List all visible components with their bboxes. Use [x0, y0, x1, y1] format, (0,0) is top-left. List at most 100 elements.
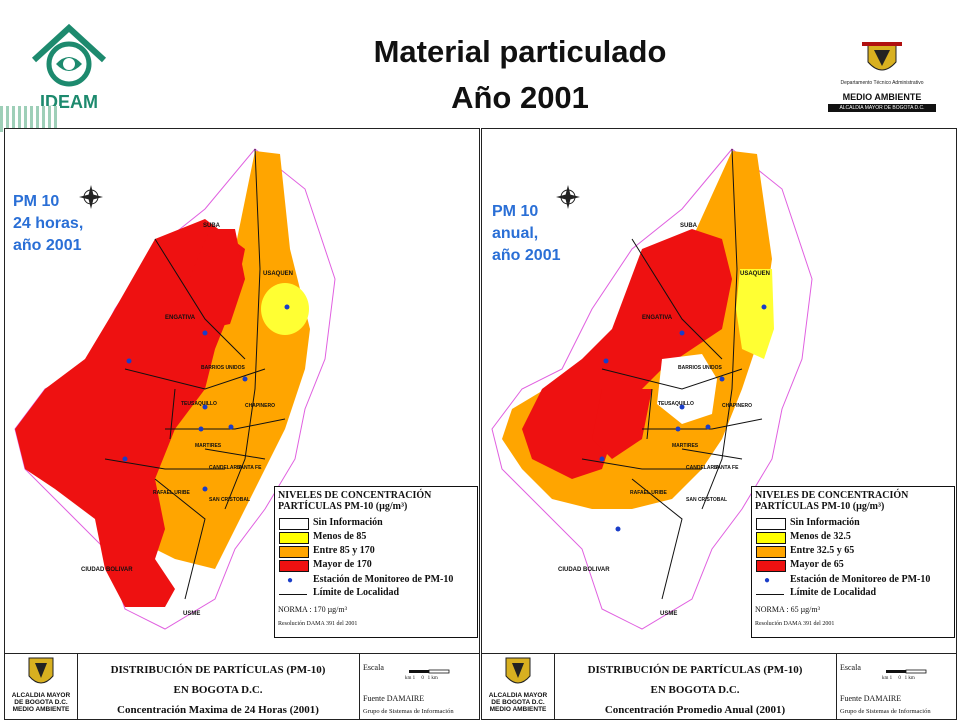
place-barrios-unidos: BARRIOS UNIDOS [201, 365, 246, 371]
legend-boundary-label: Límite de Localidad [790, 587, 877, 598]
station-icon: ● [764, 575, 771, 586]
page-title: Material particulado [373, 34, 667, 69]
legend-title: NIVELES DE CONCENTRACIÓN PARTÍCULAS PM-1… [755, 490, 951, 512]
bogota-shield-icon [862, 42, 902, 71]
place-rafael-uribe: RAFAEL URIBE [630, 490, 668, 496]
legend-title-line: PARTÍCULAS PM-10 (µg/m³) [278, 501, 408, 512]
scale-label: Escala [363, 663, 384, 672]
place-engativa: ENGATIVA [165, 315, 196, 321]
place-ciudad-bolivar: CIUDAD BOLIVAR [81, 567, 133, 573]
station-icon: ● [287, 575, 294, 586]
footer-logo-text: ALCALDIA MAYOR DE BOGOTA D.C. MEDIO AMBI… [5, 692, 77, 713]
legend-swatch [756, 546, 786, 558]
footer-title-3: Concentración Maxima de 24 Horas (2001) [117, 704, 319, 716]
legend-title-line: NIVELES DE CONCENTRACIÓN [755, 490, 909, 501]
map-footer: ALCALDIA MAYOR DE BOGOTA D.C. MEDIO AMBI… [5, 653, 479, 719]
page-subtitle: Año 2001 [451, 80, 589, 115]
pm-label: PM 10 anual, año 2001 [492, 201, 560, 267]
place-martires: MARTIRES [195, 443, 222, 449]
group-label: Grupo de Sistemas de Información [363, 708, 454, 715]
legend-resolution: Resolución DAMA 391 del 2001 [755, 621, 835, 627]
place-barrios-unidos: BARRIOS UNIDOS [678, 365, 723, 371]
place-candelaria: CANDELARIA [209, 465, 242, 471]
footer-title-2: EN BOGOTA D.C. [173, 684, 263, 696]
map-footer: ALCALDIA MAYOR DE BOGOTA D.C. MEDIO AMBI… [482, 653, 956, 719]
pm-label: PM 10 24 horas, año 2001 [13, 191, 83, 257]
map-24h: SUBA USAQUEN ENGATIVA BARRIOS UNIDOS CHA… [14, 148, 336, 630]
scale-bar: km 1 0 1 km [405, 668, 465, 684]
legend-norma: NORMA : 170 µg/m³ [278, 605, 348, 614]
footer-logo: ALCALDIA MAYOR DE BOGOTA D.C. MEDIO AMBI… [5, 654, 78, 719]
place-ciudad-bolivar: CIUDAD BOLIVAR [558, 567, 610, 573]
pm-label-line: año 2001 [13, 237, 82, 254]
legend-swatch [279, 532, 309, 544]
footer-title-1: DISTRIBUCIÓN DE PARTÍCULAS (PM-10) [110, 664, 326, 676]
source-label: Fuente DAMAIRE [363, 694, 425, 703]
legend-label: Entre 85 y 170 [313, 545, 375, 556]
place-teusaquillo: TEUSAQUILLO [181, 401, 217, 407]
place-usaquen: USAQUEN [263, 271, 293, 277]
footer-title-3: Concentración Promedio Anual (2001) [604, 704, 786, 716]
footer-logo-line: DE BOGOTA D.C. [491, 699, 545, 706]
footer-logo-text: ALCALDIA MAYOR DE BOGOTA D.C. MEDIO AMBI… [482, 692, 554, 713]
place-santa-fe: SANTA FE [237, 465, 262, 471]
legend-label: Mayor de 170 [313, 559, 372, 570]
legend-label: Sin Información [790, 517, 860, 528]
scale-label: Escala [840, 663, 861, 672]
map-panel-annual: SUBA USAQUEN ENGATIVA BARRIOS UNIDOS CHA… [481, 128, 957, 720]
footer-logo-line: ALCALDIA MAYOR [488, 692, 548, 699]
source-label: Fuente DAMAIRE [840, 694, 902, 703]
legend-boundary-label: Límite de Localidad [313, 587, 400, 598]
place-san-cristobal: SAN CRISTOBAL [209, 497, 250, 503]
footer-info: Escala km 1 0 1 km Fuente DAMAIRE Grupo … [359, 654, 479, 719]
footer-logo: ALCALDIA MAYOR DE BOGOTA D.C. MEDIO AMBI… [482, 654, 555, 719]
footer-title-2: EN BOGOTA D.C. [650, 684, 740, 696]
footer-logo-line: MEDIO AMBIENTE [12, 706, 70, 713]
legend-swatch [756, 532, 786, 544]
bogota-shield-icon [505, 657, 531, 684]
pm-label-line: PM 10 [13, 193, 60, 210]
map-legend: NIVELES DE CONCENTRACIÓN PARTÍCULAS PM-1… [751, 486, 955, 638]
place-santa-fe: SANTA FE [714, 465, 739, 471]
legend-title-line: PARTÍCULAS PM-10 (µg/m³) [755, 501, 885, 512]
ma-department: Departamento Técnico Administrativo [840, 80, 924, 86]
legend-label: Menos de 32.5 [790, 531, 851, 542]
place-teusaquillo: TEUSAQUILLO [658, 401, 694, 407]
scale-bar: km 1 0 1 km [882, 668, 942, 684]
group-label: Grupo de Sistemas de Información [840, 708, 931, 715]
footer-title-block: DISTRIBUCIÓN DE PARTÍCULAS (PM-10) EN BO… [554, 654, 837, 719]
scale-text: km 1 0 1 km [405, 676, 438, 681]
place-usme: USME [660, 611, 677, 617]
place-suba: SUBA [680, 223, 698, 229]
legend-title: NIVELES DE CONCENTRACIÓN PARTÍCULAS PM-1… [278, 490, 474, 512]
medio-ambiente-logo: Departamento Técnico Administrativo MEDI… [826, 40, 938, 112]
place-engativa: ENGATIVA [642, 315, 673, 321]
footer-title-1: DISTRIBUCIÓN DE PARTÍCULAS (PM-10) [587, 664, 803, 676]
legend-resolution: Resolución DAMA 391 del 2001 [278, 621, 358, 627]
ma-bar: ALCALDIA MAYOR DE BOGOTA D.C. [828, 104, 936, 112]
scale-text: km 1 0 1 km [882, 676, 915, 681]
legend-label: Sin Información [313, 517, 383, 528]
scale-bar-icon [409, 669, 450, 674]
footer-title-block: DISTRIBUCIÓN DE PARTÍCULAS (PM-10) EN BO… [77, 654, 360, 719]
place-chapinero: CHAPINERO [245, 403, 275, 409]
pm-label-line: año 2001 [492, 247, 561, 264]
map-annual: SUBA USAQUEN ENGATIVA BARRIOS UNIDOS CHA… [491, 148, 813, 630]
boundary-line-icon [279, 594, 307, 595]
legend-title-line: NIVELES DE CONCENTRACIÓN [278, 490, 432, 501]
scale-bar-icon [886, 669, 927, 674]
place-rafael-uribe: RAFAEL URIBE [153, 490, 191, 496]
legend-swatch [756, 560, 786, 572]
legend-swatch [756, 518, 786, 530]
map-legend: NIVELES DE CONCENTRACIÓN PARTÍCULAS PM-1… [274, 486, 478, 638]
legend-swatch [279, 518, 309, 530]
legend-station-label: Estación de Monitoreo de PM-10 [790, 574, 931, 585]
footer-logo-line: ALCALDIA MAYOR [11, 692, 71, 699]
place-usme: USME [183, 611, 200, 617]
ma-name: MEDIO AMBIENTE [842, 92, 922, 102]
legend-swatch [279, 560, 309, 572]
pm-label-line: 24 horas, [13, 215, 84, 232]
place-san-cristobal: SAN CRISTOBAL [686, 497, 727, 503]
legend-station-label: Estación de Monitoreo de PM-10 [313, 574, 454, 585]
legend-label: Mayor de 65 [790, 559, 844, 570]
